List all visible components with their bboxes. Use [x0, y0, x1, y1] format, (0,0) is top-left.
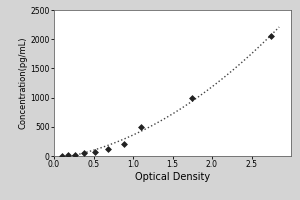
X-axis label: Optical Density: Optical Density — [135, 172, 210, 182]
Y-axis label: Concentration(pg/mL): Concentration(pg/mL) — [19, 37, 28, 129]
